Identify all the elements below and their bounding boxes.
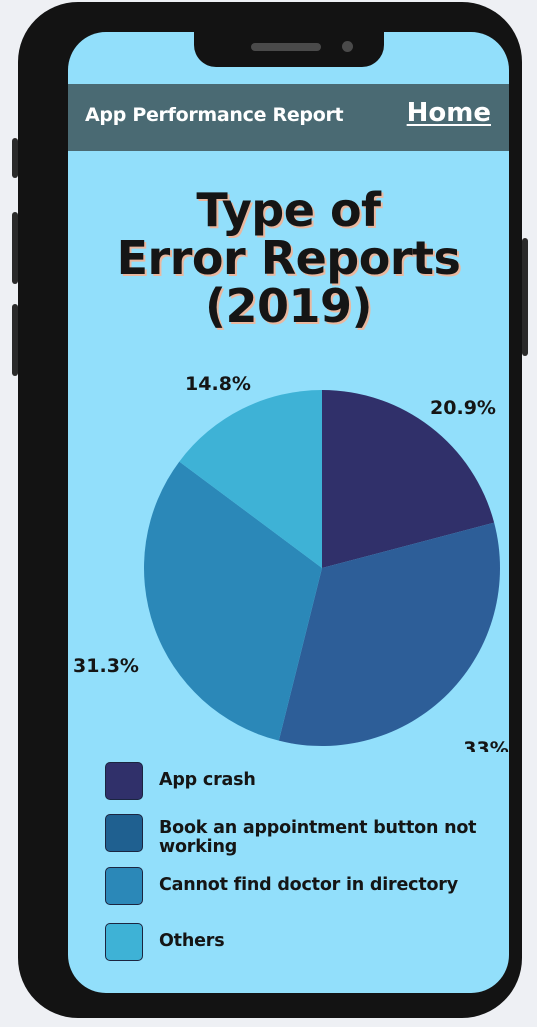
legend-label: Book an appointment button not working — [159, 818, 477, 857]
chart-title: Type of Error Reports (2019) — [68, 186, 509, 330]
phone-side-button — [522, 238, 528, 356]
legend-swatch — [105, 867, 143, 905]
app-header: App Performance Report Home — [68, 84, 509, 151]
pie-slice — [143, 461, 322, 741]
legend-label: Cannot find doctor in directory — [159, 875, 458, 895]
chart-title-line: Type of — [196, 183, 381, 237]
pie-slice — [278, 522, 501, 746]
legend-swatch — [105, 923, 143, 961]
pie-slice — [179, 390, 322, 568]
slice-percent-label: 33% — [463, 738, 508, 752]
phone-frame: App Performance Report Home Type of Erro… — [12, 2, 528, 1018]
phone-screen: App Performance Report Home Type of Erro… — [68, 32, 509, 993]
phone-camera — [342, 41, 353, 52]
legend-label: App crash — [159, 770, 256, 790]
chart-title-line: Error Reports — [116, 231, 461, 285]
legend-swatch — [105, 814, 143, 852]
legend-label: Others — [159, 931, 225, 951]
pie-slice — [322, 390, 495, 568]
slice-percent-label: 20.9% — [430, 397, 496, 419]
app-title: App Performance Report — [85, 104, 344, 126]
slice-percent-label: 31.3% — [73, 655, 139, 677]
phone-speaker — [251, 43, 321, 51]
chart-title-line: (2019) — [204, 279, 373, 333]
phone-side-button — [12, 138, 18, 178]
phone-side-button — [12, 212, 18, 284]
pie-chart: 20.9% 33% 31.3% 14.8% — [73, 373, 509, 752]
home-link[interactable]: Home — [406, 98, 491, 128]
legend-swatch — [105, 762, 143, 800]
phone-side-button — [12, 304, 18, 376]
slice-percent-label: 14.8% — [185, 373, 251, 395]
